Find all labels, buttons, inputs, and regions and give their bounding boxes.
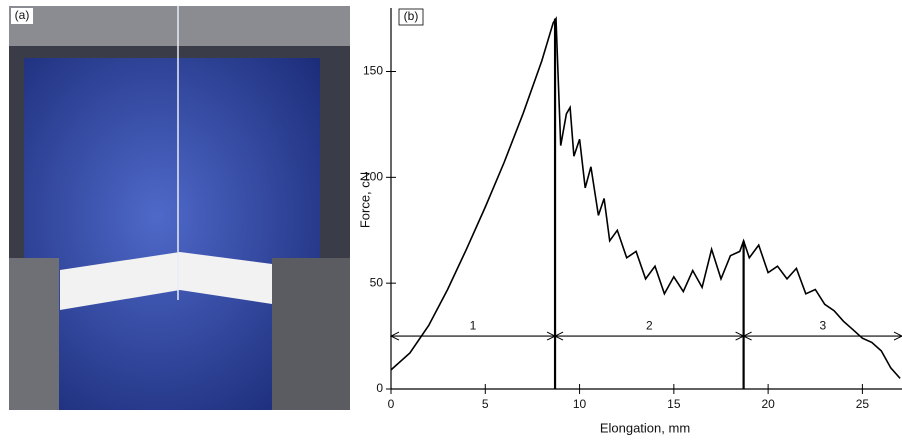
arrowhead	[893, 331, 902, 341]
white-strip	[60, 252, 272, 310]
right-clamp	[272, 258, 350, 410]
panel-label-box	[11, 8, 33, 24]
x-axis-label: Elongation, mm	[600, 420, 690, 435]
y-tick-label: 0	[376, 381, 383, 395]
photo: (a)	[9, 6, 350, 410]
panel-label: (a)	[15, 8, 30, 22]
region-label: 1	[470, 318, 477, 332]
region-label: 2	[646, 318, 653, 332]
left-clamp	[9, 258, 59, 410]
y-tick-label: 150	[363, 64, 383, 78]
x-tick-label: 20	[761, 397, 775, 411]
upper-clamp	[9, 6, 350, 46]
x-tick-label: 0	[388, 397, 395, 411]
arrowhead	[389, 331, 400, 341]
x-tick-label: 10	[573, 397, 587, 411]
y-axis-label: Force, cN	[357, 172, 372, 228]
panel-label: (b)	[404, 9, 419, 23]
x-tick-label: 15	[667, 397, 681, 411]
x-tick-label: 5	[482, 397, 489, 411]
region-label: 3	[819, 318, 826, 332]
x-tick-label: 25	[856, 397, 870, 411]
y-tick-label: 100	[363, 170, 383, 184]
fabric	[24, 58, 320, 410]
force-curve	[390, 16, 901, 379]
panel-label-box	[398, 8, 424, 26]
y-tick-label: 50	[370, 275, 384, 289]
